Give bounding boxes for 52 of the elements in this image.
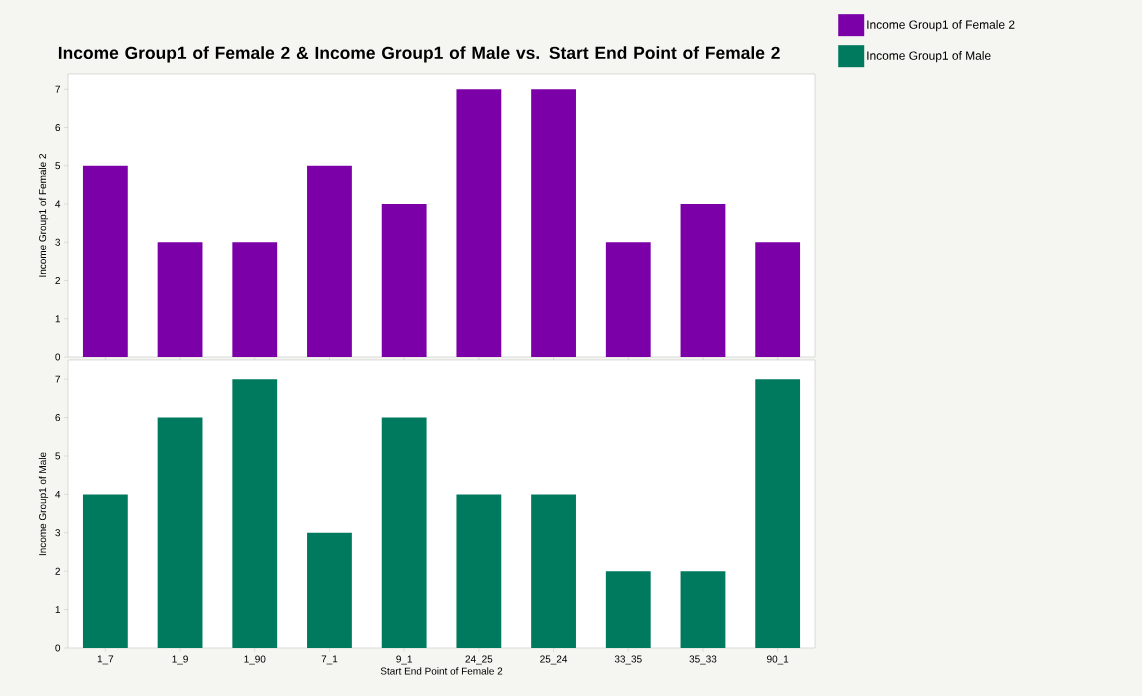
y-axis-title: Income Group1 of Female 2: [38, 153, 49, 277]
bar: [680, 571, 726, 648]
y-tick-label: 6: [55, 124, 61, 132]
bar: [232, 242, 278, 357]
y-tick-label: 2: [55, 567, 60, 575]
bar: [755, 379, 801, 648]
x-tick-label: 90_1: [767, 655, 789, 665]
y-tick-label: 5: [55, 452, 61, 460]
y-tick-label: 6: [55, 414, 61, 422]
chart-title: Income Group1 of Female 2 & Income Group1 of Male vs. Start End Point of Female 2: [58, 46, 780, 63]
x-tick-label: 35_33: [689, 655, 717, 665]
bar: [381, 204, 427, 357]
y-tick-label: 5: [55, 162, 61, 170]
bar: [82, 165, 128, 357]
bar: [605, 571, 651, 648]
y-tick-label: 2: [55, 277, 60, 284]
bar: [531, 494, 576, 648]
bar: [605, 242, 651, 357]
y-tick-label: 7: [55, 375, 60, 383]
bar: [82, 494, 128, 648]
bar: [456, 494, 502, 648]
x-tick-label: 25_24: [540, 655, 568, 665]
y-tick-label: 1: [55, 606, 61, 614]
y-tick-label: 0: [55, 353, 61, 361]
bar: [456, 89, 502, 357]
bar: [157, 242, 203, 357]
x-tick-label: 33_35: [614, 655, 642, 665]
legend-label: Income Group1 of Female 2: [867, 20, 1015, 32]
bar: [157, 417, 203, 648]
bar: [232, 379, 278, 648]
x-tick-label: 1_90: [244, 655, 266, 665]
y-tick-label: 3: [55, 529, 61, 537]
bar: [755, 242, 801, 357]
x-tick-label: 7_1: [321, 655, 338, 665]
y-tick-label: 3: [55, 238, 61, 246]
bar: [307, 165, 352, 357]
legend-label: Income Group1 of Male: [867, 51, 991, 63]
y-tick-label: 7: [55, 85, 60, 93]
bar: [680, 204, 726, 357]
bar: [307, 532, 352, 648]
y-tick-label: 0: [55, 644, 61, 652]
x-tick-label: 24_25: [465, 655, 493, 665]
y-tick-label: 1: [55, 315, 61, 323]
x-tick-label: 1_7: [97, 655, 114, 665]
y-tick-label: 4: [55, 200, 61, 208]
bar: [531, 89, 576, 357]
x-tick-label: 1_9: [172, 655, 188, 665]
x-tick-label: 9_1: [396, 655, 412, 665]
y-axis-title: Income Group1 of Male: [38, 452, 49, 556]
y-tick-label: 4: [55, 490, 61, 498]
bar: [381, 417, 427, 648]
x-axis-title: Start End Point of Female 2: [380, 667, 503, 675]
